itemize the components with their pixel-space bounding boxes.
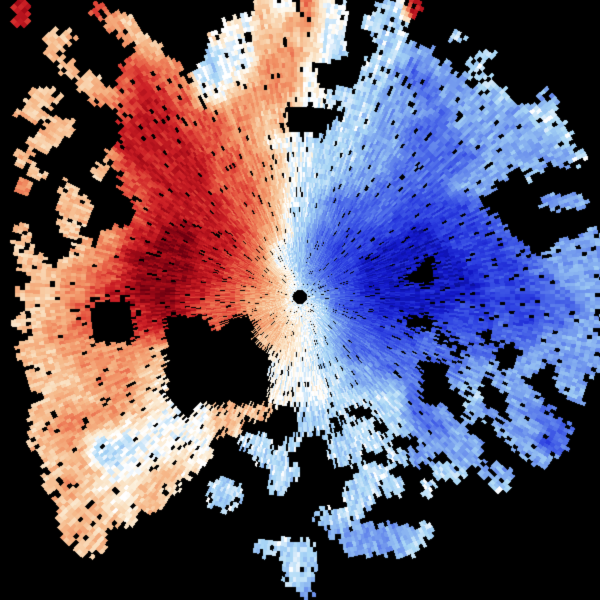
radar-velocity-canvas [0, 0, 600, 600]
doppler-radar-velocity-display [0, 0, 600, 600]
